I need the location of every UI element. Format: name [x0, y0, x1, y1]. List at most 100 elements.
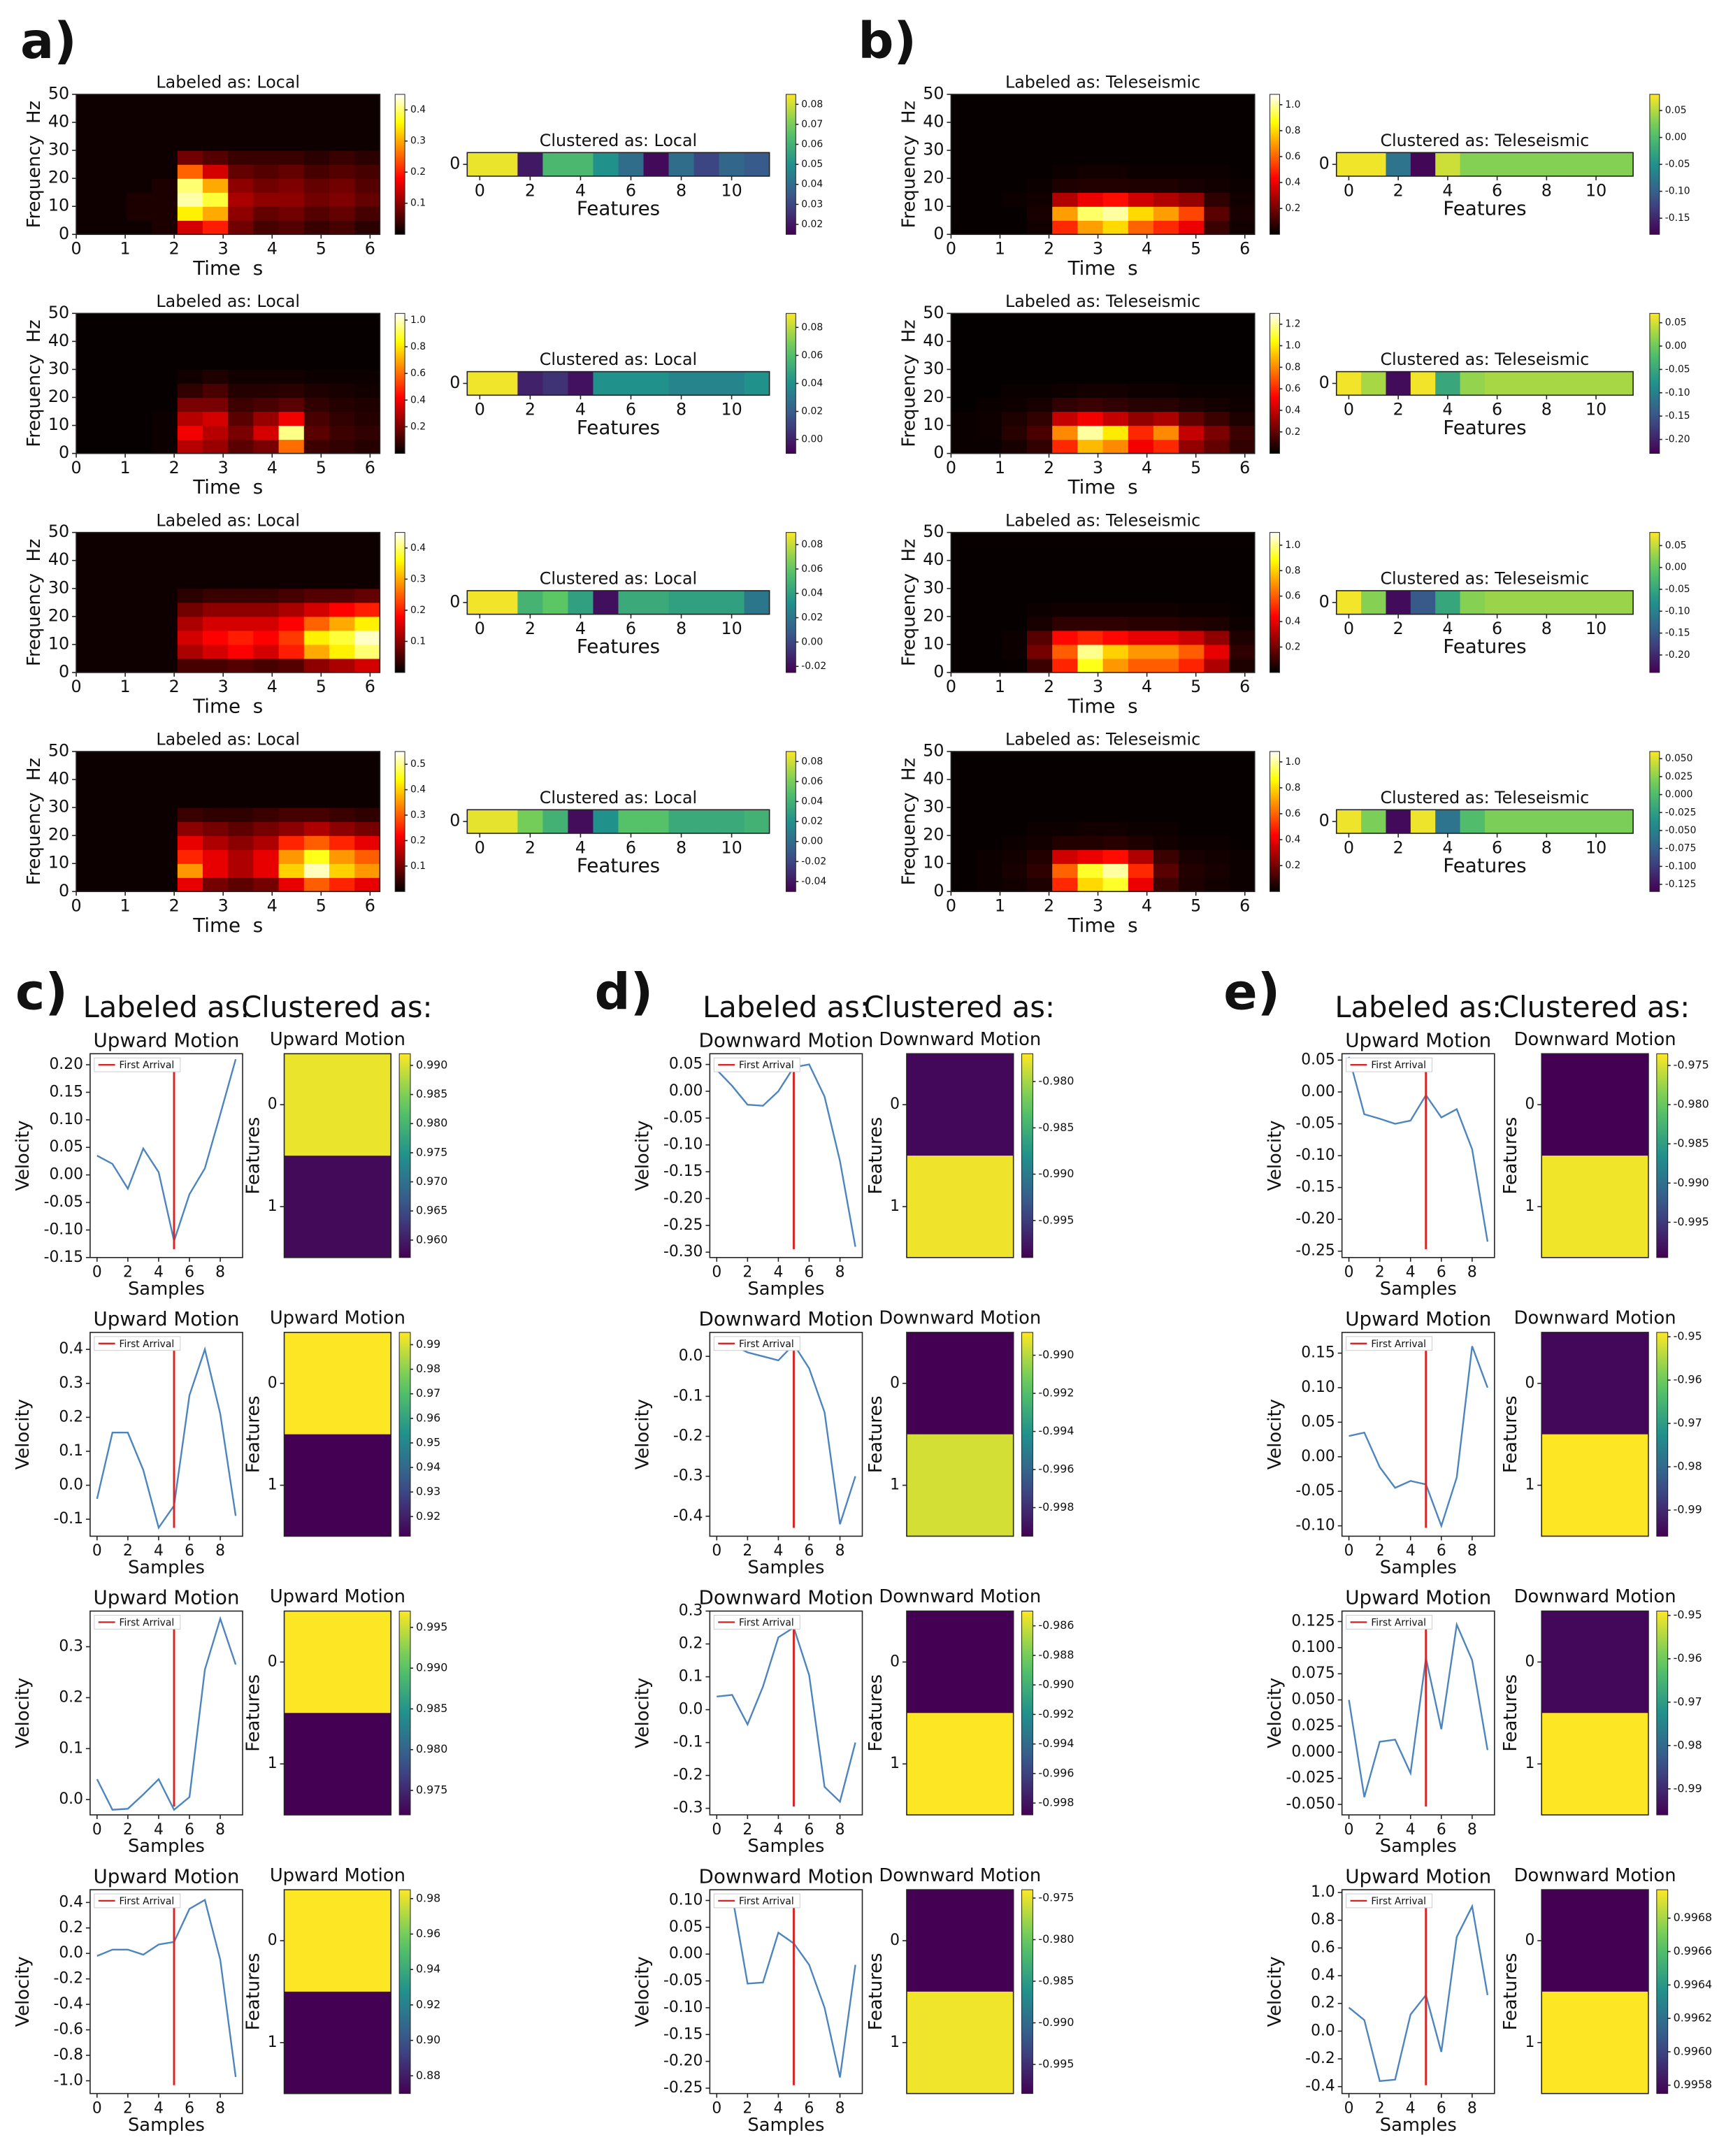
cell: [1102, 369, 1129, 385]
cell: [1179, 369, 1204, 385]
cell: [203, 877, 229, 892]
cell: [1027, 658, 1053, 673]
colorbar-tick-label: 0.6: [410, 368, 426, 379]
axes-frame: [906, 1053, 1014, 1258]
cell: [1179, 192, 1204, 207]
cell: [152, 397, 178, 412]
y-tick-label: 0: [1525, 1374, 1534, 1392]
cell: [76, 425, 102, 440]
cell: [1229, 206, 1256, 221]
cell: [1102, 192, 1129, 207]
cell: [303, 630, 330, 645]
y-tick-label: 0.2: [1311, 1995, 1335, 2012]
colorbar-tick-label: -0.992: [1038, 1707, 1074, 1720]
cell: [1204, 644, 1230, 659]
cell: [127, 206, 153, 221]
colorbar-tick-label: 0.6: [1285, 591, 1300, 602]
cell: [354, 206, 380, 221]
y-tick-label: 1: [268, 1755, 278, 1772]
cell: [618, 152, 645, 176]
cell: [203, 108, 229, 123]
cell: [101, 849, 128, 864]
y-tick-label: 0: [59, 224, 69, 243]
cell: [976, 532, 1002, 547]
colorbar-tick-label: 0.965: [416, 1204, 447, 1217]
cell: [303, 863, 330, 878]
cell: [152, 877, 178, 892]
cell: [228, 383, 254, 398]
cell: [253, 150, 280, 165]
colorbar-tick-label: 0.2: [410, 605, 426, 616]
chart-title: Clustered as: Local: [540, 131, 697, 150]
colorbar-tick-label: 0.98: [416, 1362, 440, 1375]
cell: [303, 122, 330, 137]
y-tick-label: 30: [48, 577, 69, 597]
cell: [1001, 821, 1028, 836]
y-tick-label: -0.15: [44, 1249, 83, 1266]
cell: [203, 94, 229, 109]
cell: [76, 397, 102, 412]
cell: [253, 779, 280, 794]
cell: [278, 164, 305, 179]
y-tick-label: 20: [923, 605, 944, 625]
cell: [1001, 108, 1028, 123]
cell: [1608, 590, 1634, 615]
colorbar-tick-label: -0.05: [1665, 159, 1690, 170]
cell: [1386, 590, 1411, 615]
y-tick-label: 50: [48, 522, 69, 541]
axes-frame: [1541, 1332, 1649, 1537]
panel-label: a): [20, 12, 77, 70]
cell: [1229, 574, 1256, 589]
cell: [951, 108, 977, 123]
cell: [951, 164, 977, 179]
colorbar-tick-label: 0.6: [1285, 151, 1300, 162]
y-tick-label: -0.25: [663, 2079, 703, 2097]
cell: [354, 136, 380, 151]
x-tick-label: 3: [218, 896, 229, 916]
cell: [951, 369, 977, 385]
cell: [127, 821, 153, 836]
cell: [303, 150, 330, 165]
y-tick-label: -0.20: [663, 1189, 703, 1207]
cell: [1102, 136, 1129, 151]
cell: [329, 94, 355, 109]
cell: [976, 835, 1002, 850]
colorbar-tick-label: -0.97: [1674, 1416, 1702, 1430]
x-tick-label: 1: [120, 458, 131, 477]
x-tick-label: 6: [1492, 838, 1502, 857]
cell: [976, 220, 1002, 235]
cell: [1179, 327, 1204, 342]
x-tick-label: 1: [120, 239, 131, 259]
x-axis-label: Time s: [1067, 914, 1138, 937]
cell: [1179, 546, 1204, 561]
cell: [1077, 122, 1104, 137]
y-tick-label: 0.025: [1291, 1717, 1335, 1734]
cell: [127, 327, 153, 342]
colorbar-tick-label: 0.4: [410, 784, 426, 796]
cell: [303, 602, 330, 617]
y-tick-label: 0: [933, 443, 944, 462]
x-axis-label: Samples: [747, 1279, 824, 1300]
cell: [1077, 574, 1104, 589]
colorbar-tick-label: 0.4: [1285, 834, 1300, 845]
y-axis-label: Velocity: [1265, 1399, 1286, 1469]
cell: [278, 751, 305, 766]
cell: [1153, 192, 1179, 207]
cell: [1102, 807, 1129, 822]
cell: [951, 546, 977, 561]
cell: [354, 411, 380, 426]
y-axis-label: Features: [243, 1674, 264, 1752]
x-tick-label: 6: [1492, 619, 1502, 638]
line: [717, 1626, 856, 1804]
cell: [976, 849, 1002, 864]
colorbar-tick-label: 1.0: [1285, 99, 1300, 110]
cell: [1052, 602, 1078, 617]
y-tick-label: 0: [450, 591, 460, 611]
x-axis-label: Samples: [1380, 1836, 1457, 1857]
cell: [127, 835, 153, 850]
y-axis-label: Features: [1500, 1674, 1521, 1752]
colorbar-tick-label: 0.9964: [1674, 1978, 1713, 1991]
x-tick-label: 0: [1344, 1821, 1354, 1839]
cell: [278, 108, 305, 123]
y-tick-label: -0.2: [673, 1767, 703, 1784]
